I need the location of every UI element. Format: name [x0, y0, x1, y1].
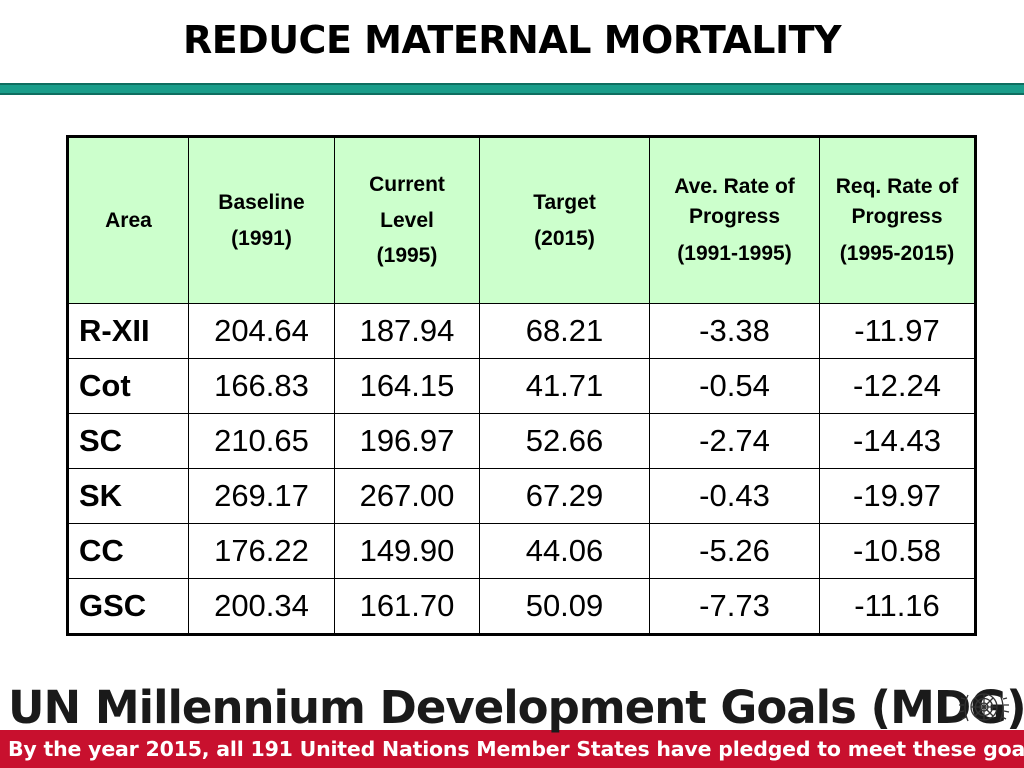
table-row: GSC 200.34 161.70 50.09 -7.73 -11.16 [67, 578, 976, 635]
ave-rate-cell: -2.74 [649, 413, 820, 469]
current-level-cell: 187.94 [334, 303, 480, 359]
req-rate-cell: -11.16 [819, 578, 976, 635]
table-row: CC 176.22 149.90 44.06 -5.26 -10.58 [67, 523, 976, 579]
current-level-cell: 267.00 [334, 468, 480, 524]
header-current-level: Current Level (1995) [334, 136, 480, 304]
ave-rate-cell: -0.43 [649, 468, 820, 524]
current-level-cell: 161.70 [334, 578, 480, 635]
baseline-cell: 166.83 [188, 358, 335, 414]
target-cell: 67.29 [479, 468, 650, 524]
table-row: SK 269.17 267.00 67.29 -0.43 -19.97 [67, 468, 976, 524]
baseline-cell: 210.65 [188, 413, 335, 469]
header-baseline: Baseline (1991) [188, 136, 335, 304]
target-cell: 44.06 [479, 523, 650, 579]
banner-subtitle: By the year 2015, all 191 United Nations… [8, 737, 1024, 761]
current-level-cell: 149.90 [334, 523, 480, 579]
baseline-cell: 176.22 [188, 523, 335, 579]
banner-title: UN Millennium Development Goals (MDG) [8, 681, 1024, 734]
header-req-rate: Req. Rate of Progress (1995-2015) [819, 136, 976, 304]
area-cell: R-XII [67, 303, 189, 359]
area-cell: CC [67, 523, 189, 579]
current-level-cell: 196.97 [334, 413, 480, 469]
req-rate-cell: -10.58 [819, 523, 976, 579]
area-cell: Cot [67, 358, 189, 414]
ave-rate-cell: -5.26 [649, 523, 820, 579]
mdg-banner: UN Millennium Development Goals (MDG) By… [0, 681, 1024, 768]
baseline-cell: 200.34 [188, 578, 335, 635]
current-level-cell: 164.15 [334, 358, 480, 414]
target-cell: 52.66 [479, 413, 650, 469]
req-rate-cell: -19.97 [819, 468, 976, 524]
req-rate-cell: -12.24 [819, 358, 976, 414]
baseline-cell: 269.17 [188, 468, 335, 524]
mortality-table-container: Area Baseline (1991) Current Level (1995… [66, 135, 977, 636]
un-emblem-icon [952, 683, 1016, 731]
target-cell: 68.21 [479, 303, 650, 359]
ave-rate-cell: -0.54 [649, 358, 820, 414]
area-cell: SK [67, 468, 189, 524]
title-divider [0, 83, 1024, 95]
header-area: Area [67, 136, 189, 304]
ave-rate-cell: -7.73 [649, 578, 820, 635]
target-cell: 50.09 [479, 578, 650, 635]
area-cell: GSC [67, 578, 189, 635]
target-cell: 41.71 [479, 358, 650, 414]
table-row: Cot 166.83 164.15 41.71 -0.54 -12.24 [67, 358, 976, 414]
table-row: R-XII 204.64 187.94 68.21 -3.38 -11.97 [67, 303, 976, 359]
page-title: REDUCE MATERNAL MORTALITY [182, 18, 842, 62]
area-cell: SC [67, 413, 189, 469]
baseline-cell: 204.64 [188, 303, 335, 359]
table-header-row: Area Baseline (1991) Current Level (1995… [67, 136, 976, 304]
header-ave-rate: Ave. Rate of Progress (1991-1995) [649, 136, 820, 304]
table-row: SC 210.65 196.97 52.66 -2.74 -14.43 [67, 413, 976, 469]
header-target: Target (2015) [479, 136, 650, 304]
req-rate-cell: -11.97 [819, 303, 976, 359]
req-rate-cell: -14.43 [819, 413, 976, 469]
ave-rate-cell: -3.38 [649, 303, 820, 359]
mortality-table: Area Baseline (1991) Current Level (1995… [66, 135, 977, 636]
